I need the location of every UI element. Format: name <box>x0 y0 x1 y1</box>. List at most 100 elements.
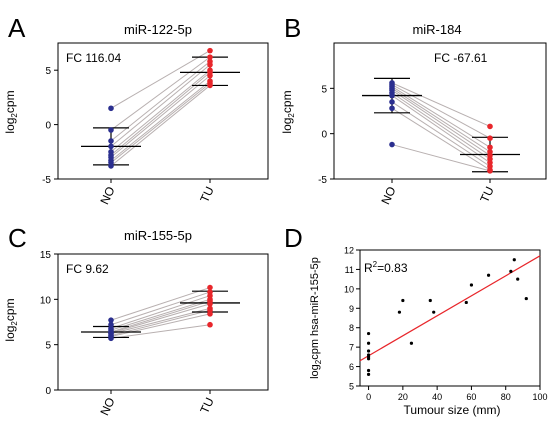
panel-b-ytick-label: -5 <box>318 175 327 186</box>
panel-b-ylabel: log2cpm <box>280 90 296 133</box>
panel-d-ytick-label: 5 <box>349 382 354 392</box>
panel-d-point <box>366 331 371 336</box>
panel-d-point <box>464 300 468 305</box>
panel-b-frame <box>333 42 547 180</box>
panel-c-pair-line <box>110 300 211 333</box>
panel-a-pair-line <box>110 82 211 164</box>
panel-c-pair-line <box>110 307 211 335</box>
panel-c-xtick-label: TU <box>197 395 216 415</box>
panel-d-xlabel: Tumour size (mm) <box>404 403 501 417</box>
panel-c-letter: C <box>8 223 27 253</box>
panel-b-point-no <box>389 99 395 105</box>
panel-c-point-no <box>108 335 114 342</box>
panel-c-title: miR-155-5p <box>124 228 192 243</box>
panel-c: C miR-155-5p log2cpm FC 9.62 0 5 10 15 NO TU <box>3 223 269 418</box>
panel-d-point <box>524 296 528 301</box>
panel-d-xtick-label: 0 <box>366 392 371 402</box>
panel-a-ytick-label: 0 <box>45 121 51 132</box>
panel-d-xtick-label: 60 <box>466 392 476 402</box>
panel-d-ytick-label: 11 <box>345 265 354 275</box>
panel-d-ytick-label: 10 <box>344 284 354 294</box>
panel-b-title: miR-184 <box>412 22 461 37</box>
panel-c-ylabel: log2cpm <box>3 298 19 341</box>
panel-d-point <box>509 269 513 273</box>
panel-a-pair-line <box>110 61 211 142</box>
panel-b-letter: B <box>284 13 301 43</box>
panel-c-point-no <box>108 317 114 323</box>
panel-c-pair-line <box>110 295 211 329</box>
panel-d-point <box>409 341 414 345</box>
panel-d-xtick-label: 20 <box>398 392 408 402</box>
panel-a-pair-line <box>110 75 211 158</box>
panel-b-ytick-label: 5 <box>321 84 327 95</box>
panel-a-point-no <box>108 138 114 144</box>
panel-a-letter: A <box>8 13 26 43</box>
panel-c-point-tu <box>207 301 213 307</box>
panel-d: D log2cpm hsa-miR-155-5p R2=0.83 Tumour … <box>284 223 548 417</box>
panel-a-ytick-label: -5 <box>42 175 51 186</box>
panel-b-pair-line <box>391 144 491 172</box>
panel-a-point-tu <box>207 61 213 68</box>
panel-d-xtick-label: 100 <box>532 392 547 402</box>
panel-b-point-no <box>389 92 395 99</box>
panel-c-pair-line <box>110 287 211 321</box>
panel-b-pair-line <box>391 87 491 153</box>
panel-b-pair-line <box>391 89 491 156</box>
panel-d-point <box>366 372 371 376</box>
panel-a-point-tu <box>207 72 213 79</box>
panel-d-point <box>516 277 520 281</box>
panel-c-point-tu <box>207 321 213 328</box>
panel-c-pair-line <box>110 303 211 334</box>
panel-b: B miR-184 log2cpm FC -67.61 -5 0 5 NO TU <box>280 13 547 207</box>
panel-c-pair-line <box>110 324 211 339</box>
panel-d-point <box>428 298 432 303</box>
panel-b-point-tu <box>487 123 493 130</box>
panel-d-letter: D <box>284 223 303 253</box>
panel-a-pair-line <box>110 80 211 161</box>
panel-a-point-no <box>108 163 114 169</box>
panel-a-point-tu <box>207 82 213 89</box>
panel-d-point <box>432 310 436 314</box>
panel-d-annotation: R2=0.83 <box>364 260 408 275</box>
panel-d-point <box>486 273 491 277</box>
panel-d-point <box>469 283 474 287</box>
panel-a: A miR-122-5p log2cpm FC 116.04 -5 0 5 NO TU <box>3 13 269 207</box>
panel-b-point-no <box>389 105 395 112</box>
panel-b-xtick-label: NO <box>378 184 398 206</box>
panel-a-xtick-label: NO <box>97 184 117 206</box>
panel-c-point-tu <box>207 311 213 317</box>
panel-a-point-tu <box>207 47 213 54</box>
panel-a-pair-line <box>110 85 211 167</box>
panel-d-xtick-label: 80 <box>501 392 511 402</box>
panel-a-pair-line <box>110 69 211 153</box>
panel-c-annotation: FC 9.62 <box>66 262 109 276</box>
panel-c-ytick-label: 10 <box>40 295 52 306</box>
panel-c-ytick-label: 0 <box>45 386 51 397</box>
panel-d-point <box>397 310 402 314</box>
panel-b-annotation: FC -67.61 <box>434 51 488 65</box>
panel-c-frame <box>57 253 269 391</box>
panel-d-point <box>366 341 371 345</box>
panel-b-pair-line <box>391 82 491 127</box>
panel-a-frame <box>57 42 269 180</box>
panel-b-pair-line <box>391 84 491 139</box>
panel-a-point-no <box>108 105 114 112</box>
panel-d-ytick-label: 12 <box>344 246 354 256</box>
panel-d-frame <box>359 249 541 387</box>
panel-c-point-tu <box>207 284 213 291</box>
panel-c-xtick-label: NO <box>97 395 117 417</box>
panel-a-ytick-label: 5 <box>45 66 51 77</box>
panel-a-pair-line <box>110 64 211 147</box>
panel-a-pair-line <box>110 71 211 156</box>
panel-b-pair-line <box>391 92 491 160</box>
panel-a-point-tu <box>207 54 213 60</box>
panel-c-pair-line <box>110 298 211 331</box>
panel-d-fit-line <box>359 255 541 362</box>
panel-b-ytick-label: 0 <box>321 130 327 141</box>
panel-a-title: miR-122-5p <box>124 22 192 37</box>
panel-d-xtick-label: 40 <box>432 392 442 402</box>
panel-d-ytick-label: 8 <box>349 323 354 333</box>
panel-c-ytick-label: 15 <box>40 250 52 261</box>
panel-a-xtick-label: TU <box>197 184 216 204</box>
